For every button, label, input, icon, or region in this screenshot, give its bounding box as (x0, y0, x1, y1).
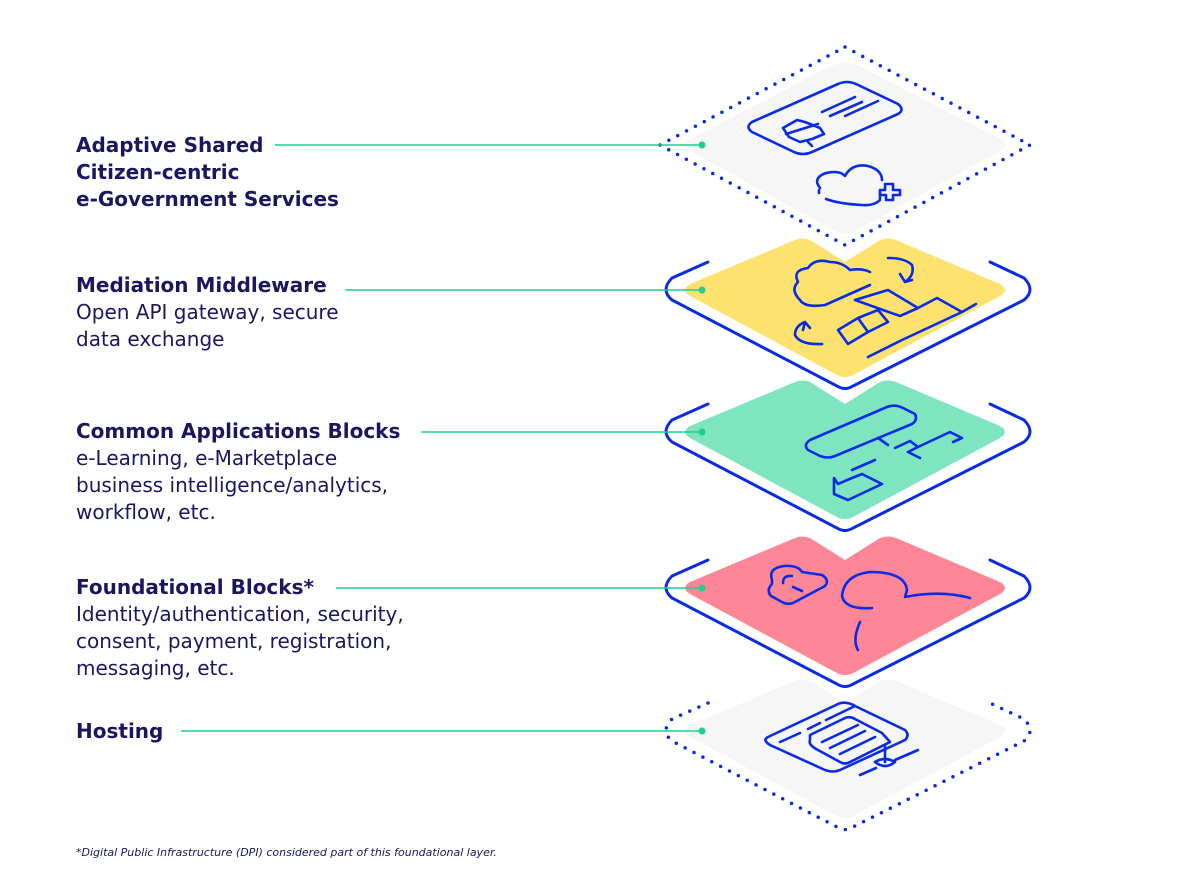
lock-user-icon (767, 564, 972, 652)
layer-hosting (664, 679, 1032, 832)
layer-label-hosting: Hosting (76, 718, 163, 745)
layer-title: Common Applications Blocks (76, 419, 401, 443)
layer-label-services: Adaptive Shared Citizen-centric e-Govern… (76, 132, 339, 213)
layer-outline (664, 402, 1032, 532)
layer-title: Mediation Middleware (76, 273, 327, 297)
layer-dotted-outline (664, 701, 1032, 832)
layer-label-middleware: Mediation Middleware Open API gateway, s… (76, 272, 339, 353)
cloud-exchange-icon (793, 256, 978, 359)
layer-title: Foundational Blocks* (76, 575, 314, 599)
application-blocks-icon (804, 404, 964, 502)
connector-dot (698, 428, 706, 436)
layer-fill (685, 380, 1005, 519)
server-icon (764, 701, 920, 777)
layer-middleware (664, 238, 1032, 390)
connector-dot (698, 727, 706, 735)
layer-applications (664, 380, 1032, 532)
layer-fill (685, 536, 1005, 675)
layer-label-applications: Common Applications Blocks e-Learning, e… (76, 418, 400, 526)
connector-dot (698, 286, 706, 294)
layer-services (656, 45, 1034, 247)
layer-foundational (664, 536, 1032, 688)
connector-dot (698, 141, 706, 149)
layer-fill (685, 63, 1005, 233)
heart-health-icon (815, 164, 902, 207)
layer-outline (664, 558, 1032, 688)
layer-description: e-Learning, e-Marketplace business intel… (76, 446, 389, 524)
layer-fill (685, 238, 1005, 377)
layer-title: Hosting (76, 719, 164, 743)
connector-dot (698, 584, 706, 592)
layer-fill (685, 679, 1005, 818)
layer-title: Adaptive Shared Citizen-centric e-Govern… (76, 133, 339, 211)
footnote: *Digital Public Infrastructure (DPI) con… (76, 846, 497, 859)
layer-description: Open API gateway, secure data exchange (76, 300, 339, 351)
layer-dotted-outline (656, 45, 1034, 247)
layer-label-foundational: Foundational Blocks* Identity/authentica… (76, 574, 404, 682)
layer-description: Identity/authentication, security, conse… (76, 602, 404, 680)
layer-outline (664, 260, 1032, 390)
id-card-icon (747, 80, 903, 156)
